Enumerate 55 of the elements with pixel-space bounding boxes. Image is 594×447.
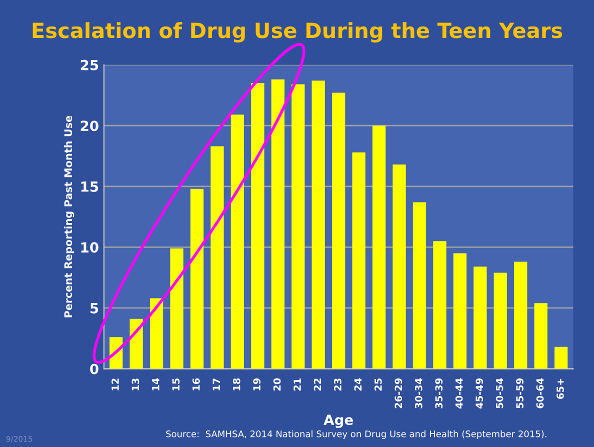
bar: [251, 83, 264, 369]
x-tick-label: 55-59: [516, 378, 524, 408]
x-tick-label: 12: [112, 378, 119, 390]
bar: [170, 248, 184, 369]
bar: [150, 298, 164, 369]
x-tick-label: 14: [152, 378, 160, 390]
bar: [292, 84, 305, 369]
x-tick-label: 17: [212, 378, 220, 390]
bar: [433, 241, 446, 369]
bar: [554, 346, 568, 369]
bar: [190, 188, 204, 369]
x-tick-label: 30-34: [414, 378, 422, 408]
x-tick-label: 23: [334, 378, 342, 391]
bar: [494, 272, 507, 369]
bar: [514, 262, 528, 369]
bar: [392, 164, 406, 369]
x-tick-label: 65+: [556, 378, 564, 399]
y-tick-label: 10: [81, 242, 98, 253]
x-tick-label: 45-49: [476, 378, 483, 408]
x-tick-label: 60-64: [536, 378, 544, 408]
x-tick-label: 19: [253, 378, 260, 390]
x-tick-label: 13: [132, 378, 140, 390]
bar: [271, 79, 284, 369]
x-tick-label: 21: [294, 378, 301, 391]
x-tick-label: 18: [232, 378, 240, 390]
x-axis-title: Age: [324, 414, 353, 428]
y-tick-label: 0: [90, 364, 98, 374]
chart-title: Escalation of Drug Use During the Teen Years: [32, 22, 562, 42]
x-tick-label: 40-44: [455, 378, 463, 408]
bar: [412, 202, 426, 369]
y-tick-label: 20: [80, 120, 98, 132]
bar: [210, 146, 224, 369]
x-tick-label: 35-39: [435, 378, 443, 408]
bar: [312, 80, 325, 369]
x-tick-label: 20: [273, 378, 281, 391]
bar: [332, 92, 346, 369]
y-tick-label: 5: [90, 303, 98, 314]
x-tick-label: 16: [192, 378, 200, 390]
x-tick-label: 15: [172, 378, 180, 390]
bar: [474, 266, 487, 369]
y-tick-label: 15: [81, 182, 98, 192]
bar: [534, 303, 548, 369]
x-tick-label: 24: [354, 378, 362, 391]
x-tick-label: 25: [374, 378, 382, 391]
x-tick-label: 22: [314, 378, 322, 391]
bar: [352, 152, 366, 369]
bar: [453, 253, 467, 369]
x-tick-label: 26-29: [394, 378, 402, 408]
source-note: Source: SAMHSA, 2014 National Survey on Drug Use and Health (September 2015).: [166, 430, 546, 440]
y-axis-title: Percent Reporting Past Month Use: [64, 116, 74, 318]
y-tick-label: 25: [80, 60, 98, 70]
bar: [230, 114, 244, 369]
bar: [130, 318, 143, 369]
bar: [372, 126, 386, 369]
x-tick-label: 50-54: [496, 378, 504, 408]
